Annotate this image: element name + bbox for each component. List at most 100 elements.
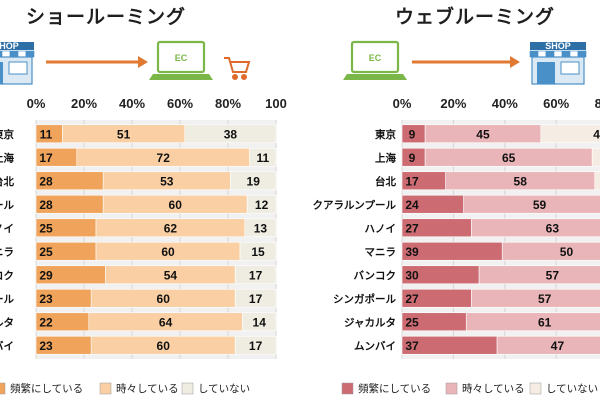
data-label: 37 — [405, 339, 419, 353]
bar-segment — [478, 265, 600, 285]
legend-label: していない — [546, 383, 598, 395]
awning-stripe — [17, 50, 27, 58]
data-label: 60 — [169, 198, 183, 212]
category-label: コク — [0, 270, 14, 282]
arrow-head — [138, 56, 148, 68]
x-tick-label: 20% — [71, 96, 97, 111]
data-label: 19 — [247, 174, 261, 188]
data-label: 60 — [157, 339, 171, 353]
bar-segment — [184, 124, 277, 144]
bar-segment — [234, 265, 277, 285]
data-label: 12 — [255, 198, 269, 212]
x-tick-label: 80% — [215, 96, 241, 111]
legend-swatch — [99, 382, 112, 395]
shop-awning — [529, 50, 587, 58]
bar-segment — [234, 288, 277, 308]
arrow-icon — [412, 56, 520, 68]
data-label: 59 — [533, 198, 547, 212]
arrow-head — [510, 56, 520, 68]
cart-wheel — [232, 74, 238, 80]
data-label: 15 — [251, 245, 265, 259]
shop-icon-label: SHOP — [545, 41, 571, 51]
data-label: 46 — [593, 127, 600, 141]
category-label: バイ — [0, 340, 14, 352]
bar-segment — [496, 335, 600, 355]
data-label: 14 — [253, 315, 267, 329]
data-label: 24 — [405, 198, 419, 212]
awning-stripe — [577, 50, 587, 58]
legend-swatch — [0, 382, 6, 395]
legend-swatch — [529, 382, 542, 395]
data-label: 58 — [514, 174, 528, 188]
laptop-ec-icon: EC — [343, 40, 407, 80]
data-label: 39 — [405, 245, 419, 259]
legend-label: していない — [198, 383, 250, 395]
shop-door — [0, 62, 3, 84]
data-label: 61 — [538, 315, 552, 329]
data-label: 13 — [254, 221, 268, 235]
awning-stripe — [561, 50, 571, 58]
laptop-ec-icon: EC — [149, 40, 213, 80]
chart-title-showrooming: ショールーミング — [26, 6, 187, 28]
arrow-icon — [46, 56, 148, 68]
bar-segment — [234, 335, 277, 355]
bar-segment — [463, 194, 600, 214]
x-tick-label: 60% — [167, 96, 193, 111]
data-label: 53 — [160, 174, 174, 188]
category-label: ムンバイ — [354, 340, 396, 352]
laptop-base — [149, 74, 213, 80]
legend-label: 頻繁にしている — [358, 382, 431, 395]
x-tick-label: 0% — [27, 96, 46, 111]
data-label: 60 — [161, 245, 175, 259]
category-label: 東京 — [375, 128, 396, 141]
data-label: 23 — [39, 339, 53, 353]
category-label: 上海 — [375, 151, 396, 164]
shop-sign — [530, 42, 586, 50]
data-label: 57 — [538, 292, 552, 306]
legend-label: 時々している — [116, 383, 179, 395]
chart-webrooming: 0% 20% 40% 60% 80% 東京 9 45 46 上海 9 65 台北 17 58 クアラルンプール… — [313, 96, 600, 395]
data-label: 27 — [405, 221, 419, 235]
cart-wheel — [241, 74, 247, 80]
data-label: 29 — [39, 268, 53, 282]
bar-segment — [471, 288, 600, 308]
chart-title-webrooming: ウェブルーミング — [395, 6, 556, 28]
data-label: 45 — [476, 127, 490, 141]
category-label: ジャカルタ — [344, 317, 396, 329]
chart-showrooming: 0% 20% 40% 60% 80% 100 東京 11 51 38 上海 17 72 11 台北 28 53 1… — [0, 96, 287, 395]
bar-segment — [230, 171, 277, 191]
laptop-label: EC — [175, 53, 188, 63]
awning-stripe — [1, 50, 11, 58]
awning-stripe — [9, 50, 19, 58]
x-tick-label: 40% — [119, 96, 145, 111]
bar-segment — [540, 124, 600, 144]
laptop-base — [343, 74, 407, 80]
data-label: 17 — [249, 292, 263, 306]
data-label: 25 — [39, 221, 53, 235]
shop-window — [8, 61, 28, 75]
category-label: ノイ — [0, 223, 14, 235]
legend-swatch — [181, 382, 194, 395]
awning-stripe — [537, 50, 547, 58]
category-label: 東京 — [0, 128, 14, 141]
category-label: マニラ — [365, 246, 397, 258]
category-label: ール — [0, 199, 14, 211]
laptop-screen — [156, 40, 206, 74]
awning-stripe — [545, 50, 555, 58]
data-label: 63 — [546, 221, 560, 235]
data-label: 62 — [164, 221, 178, 235]
bar-segment — [594, 171, 600, 191]
x-tick-label: 0% — [393, 96, 412, 111]
legend-label: 時々している — [462, 383, 525, 395]
shop-awning — [0, 50, 35, 58]
data-label: 72 — [157, 151, 171, 165]
category-label: シンガポール — [333, 292, 396, 305]
category-label: マニラ — [0, 246, 14, 258]
awning-stripe — [529, 50, 539, 58]
data-label: 17 — [249, 268, 263, 282]
data-label: 9 — [409, 127, 416, 141]
data-label: 51 — [117, 127, 131, 141]
data-label: 30 — [405, 268, 419, 282]
data-label: 60 — [157, 292, 171, 306]
